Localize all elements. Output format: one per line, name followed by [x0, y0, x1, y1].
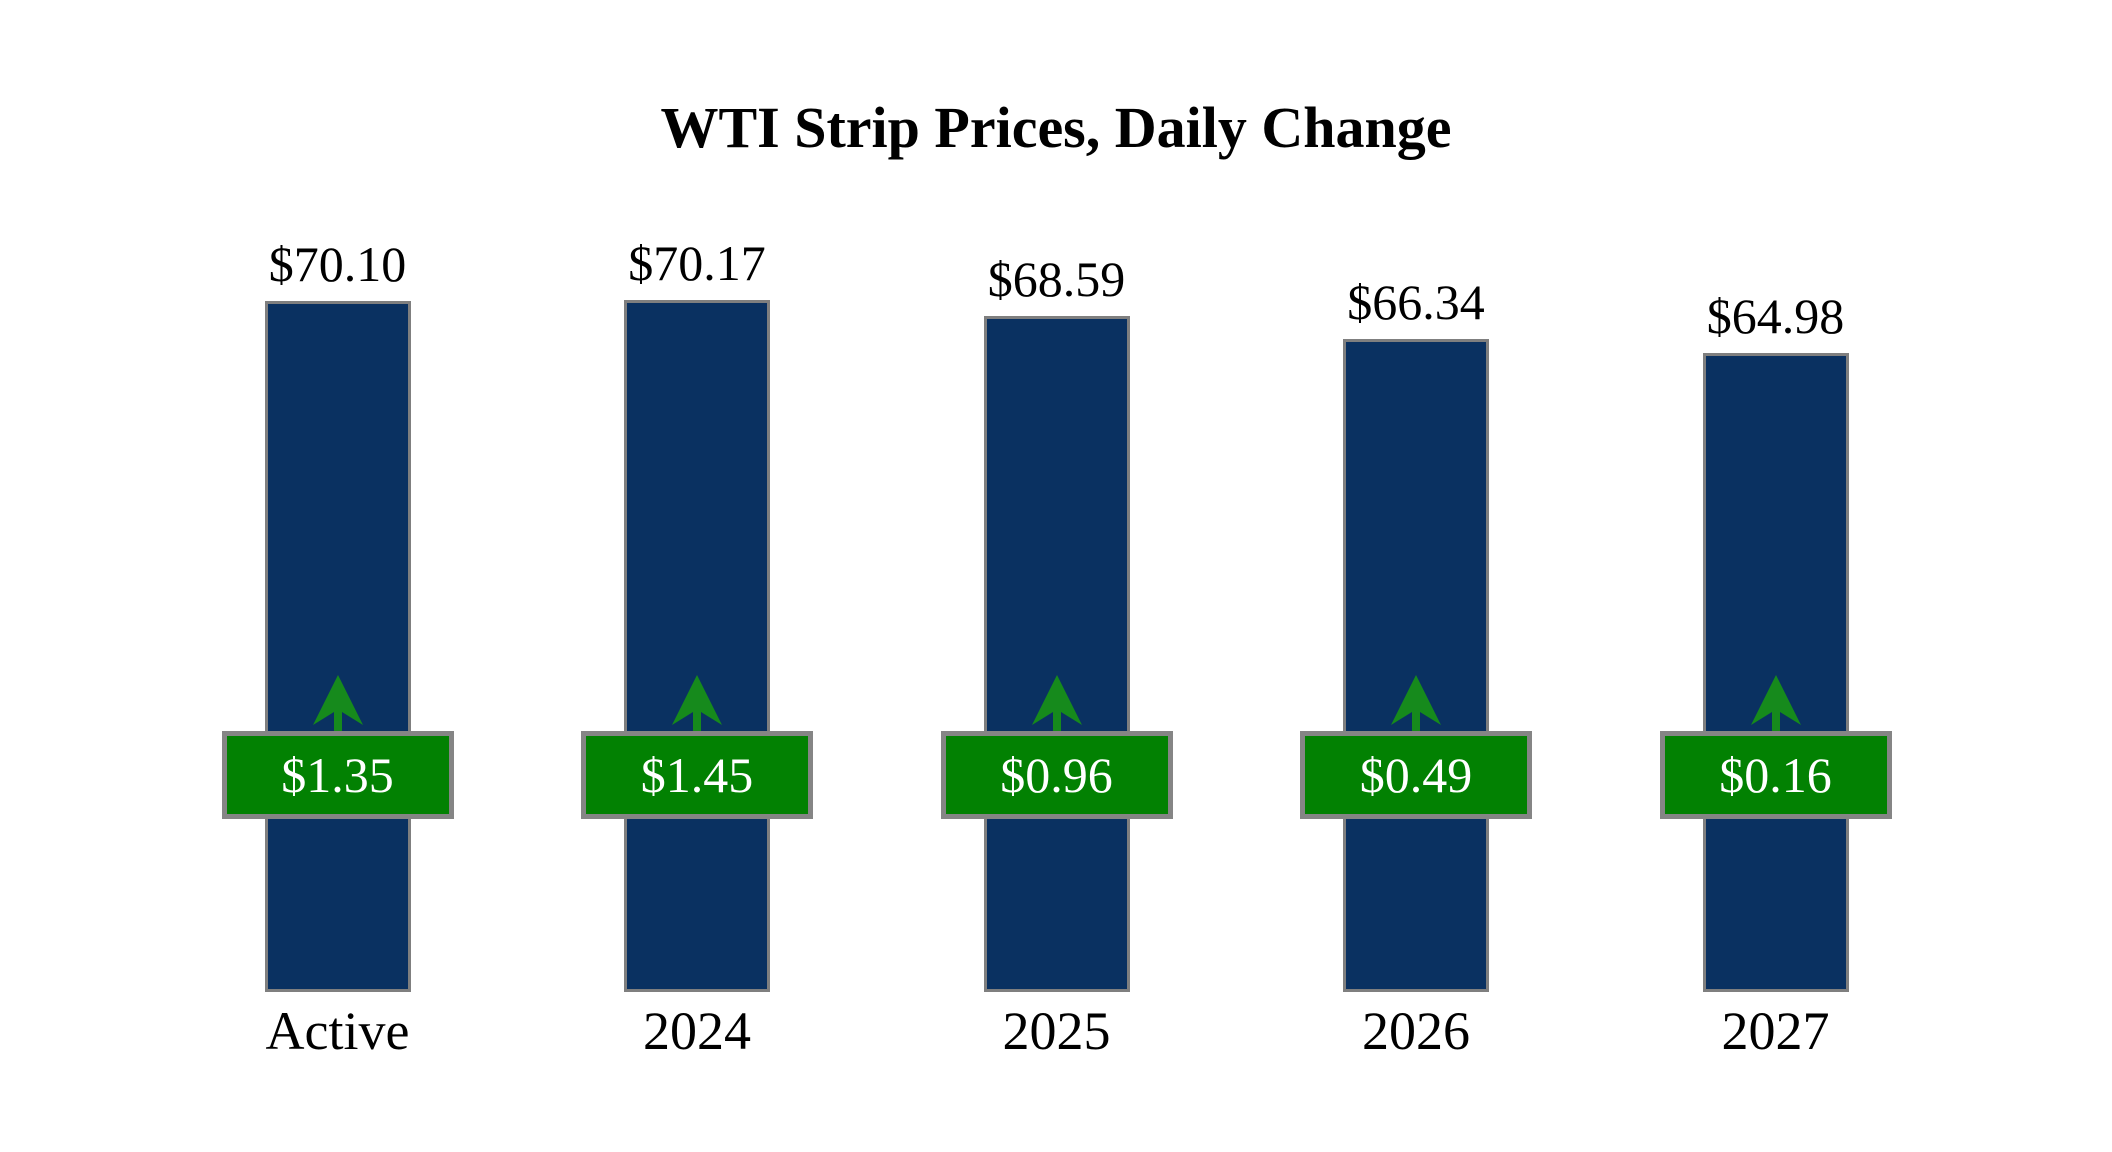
- price-label: $70.10: [268, 236, 407, 292]
- category-label: 2024: [643, 1001, 751, 1061]
- change-label: $0.49: [1359, 747, 1473, 803]
- bar-group: $70.17 $1.45 2024: [581, 0, 813, 1152]
- category-label: Active: [265, 1001, 410, 1061]
- change-label: $0.96: [1000, 747, 1113, 803]
- up-arrow-icon: [1031, 675, 1082, 731]
- up-arrow-icon: [1750, 675, 1801, 731]
- change-badge: $1.35: [221, 731, 454, 819]
- change-label: $1.45: [640, 747, 754, 803]
- up-arrow-icon: [672, 675, 722, 731]
- chart-title: WTI Strip Prices, Daily Change: [660, 95, 1452, 160]
- price-bar: [1702, 353, 1849, 992]
- up-arrow-icon: [1391, 675, 1441, 731]
- price-bar: [624, 300, 770, 992]
- change-badge: $0.96: [940, 731, 1173, 819]
- price-bar: [264, 301, 411, 992]
- category-label: 2025: [1002, 1001, 1111, 1061]
- change-label: $1.35: [281, 747, 394, 803]
- change-badge: $1.45: [581, 731, 813, 819]
- bar-group: $66.34 $0.49 2026: [1300, 0, 1532, 1152]
- change-badge: $0.49: [1300, 731, 1532, 819]
- price-label: $68.59: [987, 251, 1126, 307]
- bar-group: $64.98 $0.16 2027: [1659, 0, 1892, 1152]
- up-arrow-icon: [312, 675, 363, 731]
- price-bar: [1343, 339, 1489, 992]
- bar-group: $70.10 $1.35 Active: [221, 0, 454, 1152]
- change-badge: $0.16: [1659, 731, 1892, 819]
- category-label: 2027: [1721, 1001, 1830, 1061]
- price-label: $64.98: [1706, 288, 1845, 344]
- change-label: $0.16: [1719, 747, 1832, 803]
- price-label: $70.17: [628, 235, 766, 291]
- price-label: $66.34: [1347, 274, 1485, 330]
- price-bar: [983, 316, 1130, 992]
- category-label: 2026: [1362, 1001, 1470, 1061]
- bar-group: $68.59 $0.96 2025: [940, 0, 1173, 1152]
